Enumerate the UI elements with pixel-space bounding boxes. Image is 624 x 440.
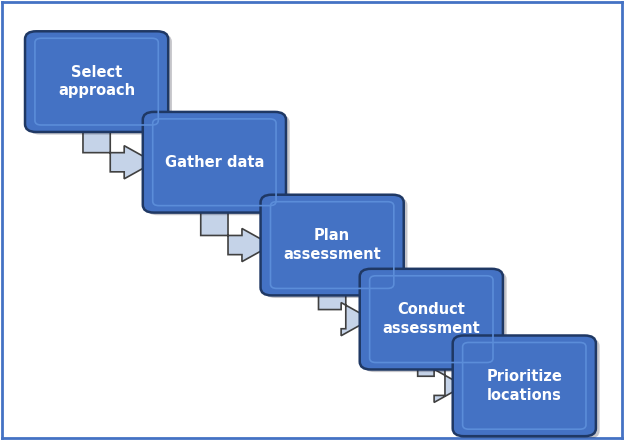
FancyBboxPatch shape [147, 114, 290, 215]
Polygon shape [83, 124, 154, 179]
FancyBboxPatch shape [265, 197, 407, 298]
FancyBboxPatch shape [452, 335, 596, 436]
Polygon shape [201, 205, 271, 262]
Text: Conduct
assessment: Conduct assessment [383, 302, 480, 336]
FancyBboxPatch shape [143, 112, 286, 213]
FancyBboxPatch shape [29, 34, 172, 135]
FancyBboxPatch shape [261, 195, 404, 295]
FancyBboxPatch shape [456, 338, 600, 439]
Polygon shape [318, 288, 371, 336]
Text: Gather data: Gather data [165, 155, 264, 170]
Text: Prioritize
locations: Prioritize locations [486, 369, 562, 403]
Polygon shape [417, 362, 464, 403]
FancyBboxPatch shape [363, 271, 507, 372]
FancyBboxPatch shape [359, 269, 503, 370]
FancyBboxPatch shape [25, 31, 168, 132]
Text: Select
approach: Select approach [58, 65, 135, 99]
Text: Plan
assessment: Plan assessment [283, 228, 381, 262]
